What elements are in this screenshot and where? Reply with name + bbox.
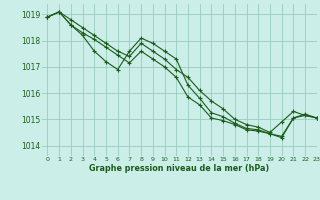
X-axis label: Graphe pression niveau de la mer (hPa): Graphe pression niveau de la mer (hPa) [89,164,269,173]
